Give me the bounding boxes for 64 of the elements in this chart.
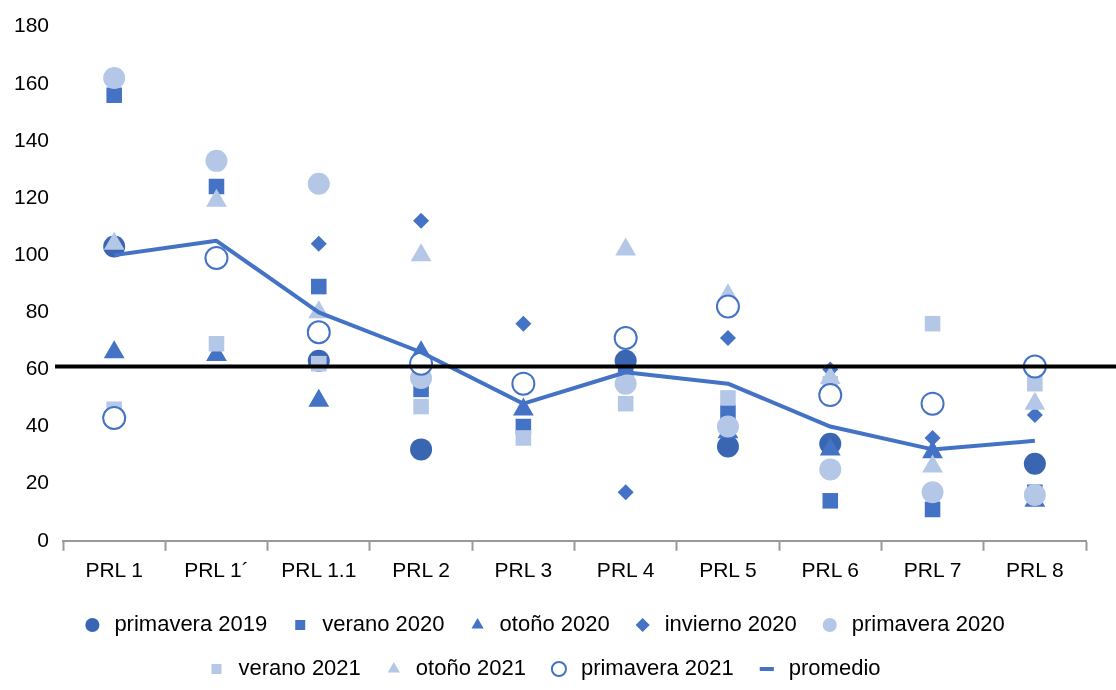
- x-tick-label: PRL 8: [1006, 558, 1064, 582]
- legend-label: verano 2021: [238, 655, 361, 681]
- legend-label: otoño 2021: [415, 655, 526, 681]
- point: [1026, 407, 1043, 424]
- point: [103, 67, 126, 90]
- point: [205, 149, 228, 172]
- point: [822, 493, 839, 509]
- legend-label: primavera 2020: [851, 611, 1005, 637]
- y-tick-label: 20: [25, 470, 50, 494]
- point: [310, 235, 327, 252]
- x-tick-label: PRL 7: [903, 558, 962, 582]
- point: [920, 391, 945, 416]
- y-tick-label: 60: [25, 356, 50, 380]
- point: [924, 429, 941, 446]
- legend-label: primavera 2019: [114, 611, 268, 637]
- point: [720, 390, 736, 406]
- y-tick-label: 180: [13, 13, 50, 37]
- point: [924, 501, 941, 518]
- x-tick-label: PRL 6: [801, 558, 860, 582]
- point: [511, 371, 536, 396]
- legend-label: invierno 2020: [664, 611, 797, 637]
- x-tick-label: PRL 4: [596, 558, 655, 582]
- point: [818, 383, 843, 408]
- y-tick-label: 140: [13, 127, 50, 151]
- y-tick-label: 40: [25, 413, 50, 437]
- point: [307, 172, 330, 195]
- point: [102, 405, 127, 430]
- point: [311, 278, 327, 295]
- point: [613, 325, 638, 350]
- x-tick-label: PRL 1: [85, 558, 143, 582]
- point: [410, 438, 433, 461]
- point: [716, 415, 739, 438]
- legend-label: verano 2020: [322, 611, 445, 637]
- point: [617, 395, 634, 412]
- x-tick-label: PRL 3: [494, 558, 553, 582]
- point: [719, 329, 736, 346]
- point: [515, 315, 532, 332]
- point: [716, 435, 739, 458]
- x-tick-label: PRL 1´: [184, 558, 249, 582]
- point: [715, 294, 740, 319]
- point: [204, 245, 229, 270]
- point: [617, 484, 634, 501]
- x-tick-label: PRL 1.1: [281, 558, 357, 582]
- legend-label: primavera 2021: [580, 655, 734, 681]
- legend-label: promedio: [788, 655, 881, 681]
- y-tick-label: 160: [13, 70, 50, 94]
- point: [208, 335, 225, 352]
- x-tick-label: PRL 5: [699, 558, 757, 582]
- y-tick-label: 0: [37, 527, 50, 551]
- point: [106, 87, 122, 103]
- point: [924, 315, 941, 332]
- point: [1023, 452, 1046, 475]
- point: [819, 458, 842, 481]
- point: [614, 372, 637, 395]
- x-tick-label: PRL 2: [392, 558, 450, 582]
- y-tick-label: 100: [13, 241, 50, 265]
- point: [921, 481, 944, 504]
- legend-label: otoño 2020: [499, 611, 610, 637]
- point: [413, 398, 429, 415]
- point: [306, 320, 331, 345]
- point: [515, 430, 532, 446]
- y-tick-label: 80: [25, 299, 50, 323]
- point: [413, 212, 430, 229]
- y-tick-label: 120: [13, 184, 50, 208]
